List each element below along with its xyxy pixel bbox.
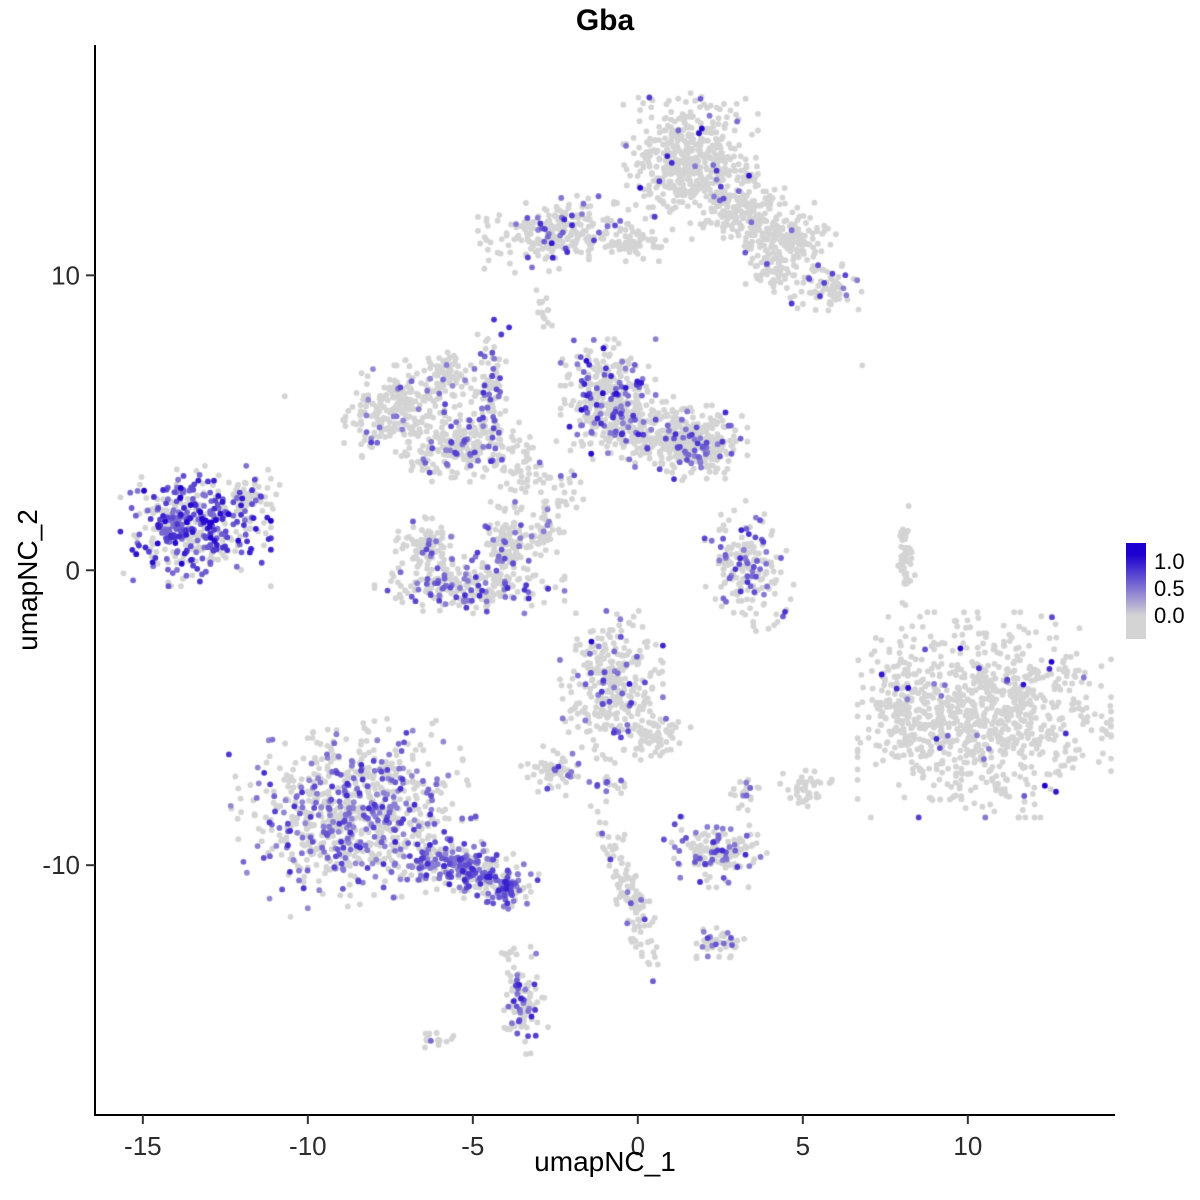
y-tick-label: 10 xyxy=(51,260,80,290)
legend-tick-label: 1.0 xyxy=(1154,549,1185,574)
y-axis-ticks: 10 0 -10 xyxy=(42,260,95,880)
x-axis-label: umapNC_1 xyxy=(534,1146,676,1177)
legend-tick-label: 0.5 xyxy=(1154,576,1185,601)
legend-labels: 1.00.50.0 xyxy=(1154,549,1185,628)
y-tick-label: 0 xyxy=(66,555,80,585)
y-axis-label: umapNC_2 xyxy=(12,509,43,651)
x-tick-label: 5 xyxy=(796,1131,810,1161)
plot-title: Gba xyxy=(575,4,635,37)
legend-gradient-bar xyxy=(1126,543,1146,639)
y-tick-label: -10 xyxy=(42,850,80,880)
x-axis-ticks: -15 -10 -5 0 5 10 xyxy=(124,1115,982,1161)
x-tick-label: 0 xyxy=(631,1131,645,1161)
x-tick-label: -10 xyxy=(289,1131,327,1161)
x-tick-label: 10 xyxy=(953,1131,982,1161)
x-tick-label: -15 xyxy=(124,1131,162,1161)
legend-tick-label: 0.0 xyxy=(1154,603,1185,628)
scatter-canvas xyxy=(95,45,1115,1115)
x-tick-label: -5 xyxy=(461,1131,484,1161)
